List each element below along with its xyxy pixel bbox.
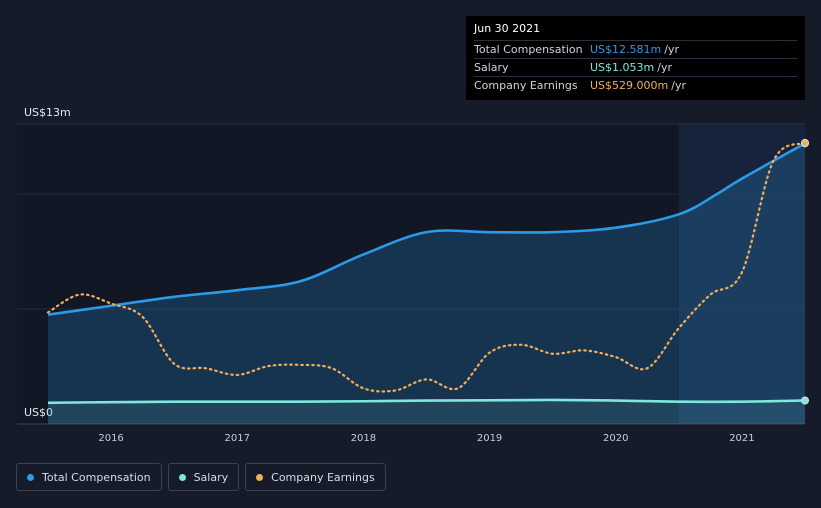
x-tick-label: 2018 <box>351 433 376 444</box>
salary-end-point <box>801 396 809 405</box>
tooltip-date: Jun 30 2021 <box>474 22 541 35</box>
legend-label: Total Compensation <box>42 470 151 484</box>
x-tick-label: 2019 <box>477 433 502 444</box>
tooltip-panel: Jun 30 2021 Total Compensation US$12.581… <box>466 16 805 100</box>
legend-dot-icon <box>256 473 264 481</box>
legend-label: Company Earnings <box>271 470 375 484</box>
tooltip-unit: /yr <box>657 61 672 74</box>
total-compensation-line <box>47 142 806 316</box>
legend: Total Compensation Salary Company Earnin… <box>16 463 386 491</box>
tooltip-unit: /yr <box>671 79 686 92</box>
tooltip-label: Company Earnings <box>474 79 578 92</box>
legend-item-company-earnings[interactable]: Company Earnings <box>245 463 386 491</box>
tooltip-row-earnings: Company Earnings US$529.000m /yr <box>474 76 797 94</box>
company-earnings-line <box>46 141 807 393</box>
tooltip-value: US$529.000m <box>590 79 669 92</box>
tooltip-value: US$1.053m <box>590 61 655 74</box>
y-axis-bottom-label: US$0 <box>24 406 53 419</box>
total-compensation-area <box>48 143 805 424</box>
legend-dot-icon <box>27 473 34 481</box>
x-tick-label: 2021 <box>729 433 754 444</box>
x-tick-label: 2017 <box>225 433 250 444</box>
tooltip-unit: /yr <box>664 43 679 56</box>
tooltip-value: US$12.581m <box>590 43 662 56</box>
plot-background <box>17 124 805 424</box>
salary-line <box>47 398 806 405</box>
legend-label: Salary <box>193 470 229 484</box>
tooltip-label: Total Compensation <box>474 43 583 56</box>
tooltip-row-total: Total Compensation US$12.581m /yr <box>474 40 797 58</box>
tooltip-label: Salary <box>474 61 509 74</box>
company-earnings-end-point <box>801 138 809 147</box>
legend-dot-icon <box>178 473 186 481</box>
y-axis-top-label: US$13m <box>24 106 71 119</box>
legend-item-total-compensation[interactable]: Total Compensation <box>16 463 162 491</box>
salary-area <box>48 399 805 424</box>
legend-item-salary[interactable]: Salary <box>167 463 240 491</box>
x-tick-label: 2020 <box>603 433 628 444</box>
tooltip-row-salary: Salary US$1.053m /yr <box>474 58 797 76</box>
x-tick-label: 2016 <box>98 433 123 444</box>
